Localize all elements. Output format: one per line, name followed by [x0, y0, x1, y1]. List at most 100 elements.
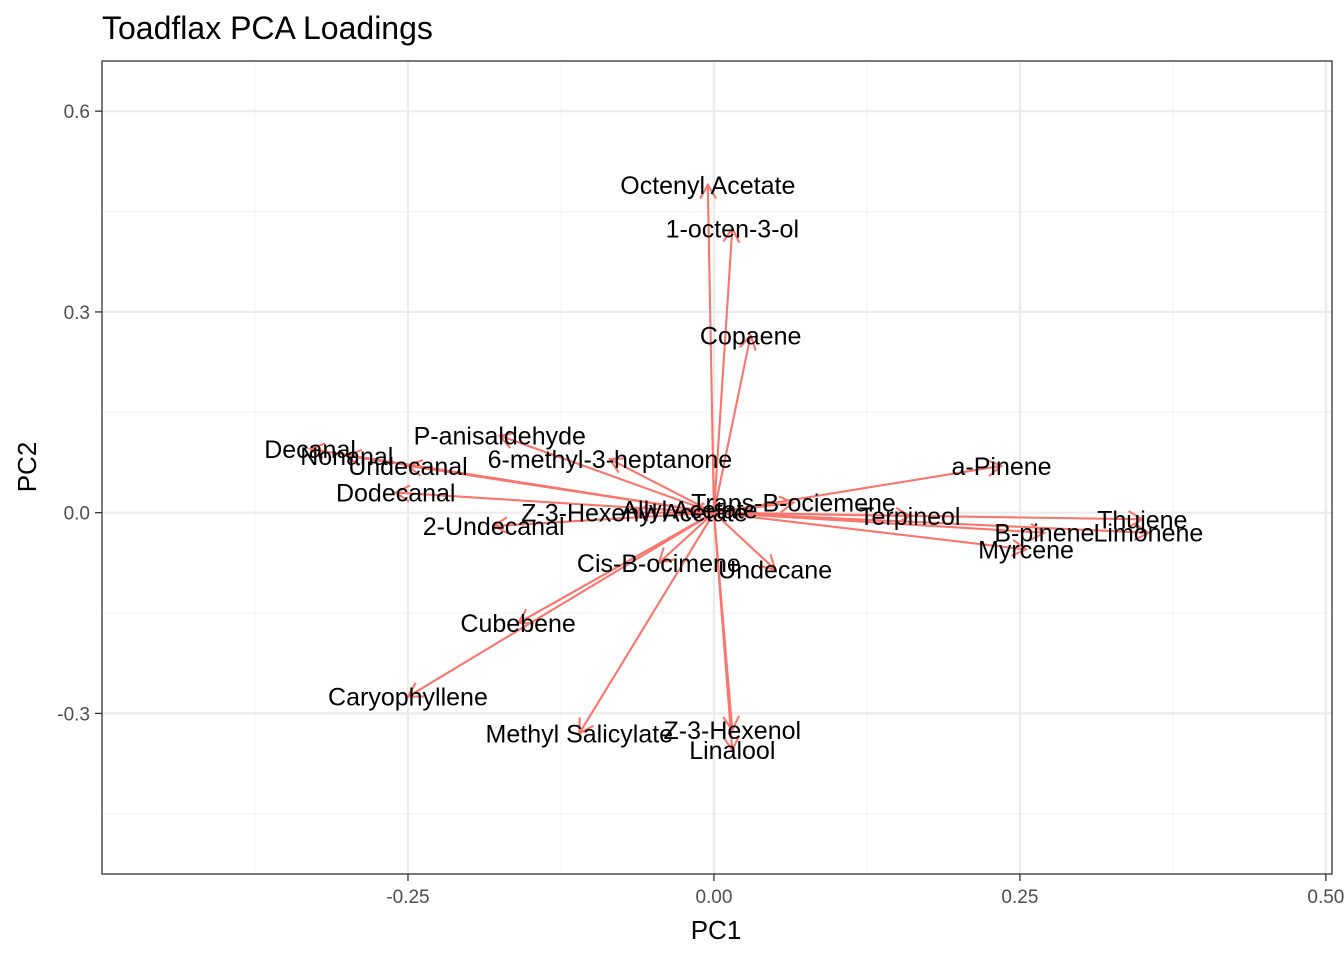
vector-label: Caryophyllene: [328, 684, 488, 712]
loading-vectors: [307, 182, 1151, 753]
vector-label: Linalool: [689, 737, 775, 765]
vector-label: Nonanal: [300, 443, 393, 471]
arrow-head: [1133, 523, 1151, 542]
arrow-shaft: [713, 511, 1027, 551]
y-tick-label: -0.3: [57, 704, 90, 725]
vector-label: Trans-B-ociemene: [691, 490, 896, 518]
loading-arrow: [393, 484, 715, 514]
arrow-shaft: [712, 335, 752, 513]
vector-label: Copaene: [700, 322, 801, 350]
vector-label: Myrcene: [978, 536, 1074, 564]
y-tick-label: 0.6: [64, 102, 90, 123]
arrow-head: [657, 547, 675, 565]
vector-label: Undecanal: [348, 453, 468, 481]
arrow-head: [778, 495, 796, 514]
loading-arrow: [406, 511, 715, 698]
loading-arrow: [712, 333, 757, 513]
x-tick-label: 0.25: [1001, 887, 1038, 908]
loading-arrow: [712, 226, 741, 513]
loading-arrow: [713, 510, 1145, 529]
y-axis-title: PC2: [12, 442, 42, 493]
vector-label: Methyl Salicylate: [486, 720, 674, 748]
arrow-head: [344, 449, 363, 467]
arrow-shaft: [578, 512, 715, 735]
loading-arrow: [713, 459, 1004, 514]
arrow-head: [722, 715, 741, 733]
x-tick-label: 0.50: [1307, 887, 1344, 908]
vector-labels: Octenyl Acetate 1-octen-3-ol Copaene P-anis…: [264, 172, 1203, 765]
arrow-head: [393, 484, 411, 503]
arrow-shaft: [713, 464, 1002, 514]
y-tick-label: 0.3: [64, 303, 90, 324]
arrow-head: [722, 735, 741, 753]
vector-label: Z-3-Hexenyl Acetate: [521, 500, 748, 528]
loading-arrow: [657, 511, 715, 565]
arrow-head: [986, 459, 1004, 477]
arrow-shaft: [713, 511, 1143, 521]
y-tick-label: 0.0: [64, 504, 90, 525]
arrow-head: [632, 503, 649, 522]
vector-label: Cis-B-ocimene: [577, 550, 741, 578]
arrow-head: [307, 442, 326, 460]
vector-label: Thujene: [1097, 506, 1187, 534]
arrow-head: [405, 459, 424, 477]
vector-label: Dodecanal: [336, 480, 456, 508]
loading-arrow: [699, 182, 717, 513]
loading-arrow: [713, 511, 1151, 542]
arrow-shaft: [609, 458, 715, 514]
vector-label: 6-methyl-3-heptanone: [488, 446, 733, 474]
x-axis-title: PC1: [691, 915, 742, 945]
arrow-shaft: [713, 511, 1149, 534]
arrow-shaft: [658, 511, 715, 564]
loading-arrow: [713, 511, 1029, 557]
arrow-shaft: [517, 511, 715, 624]
panel-border: [101, 60, 1333, 875]
arrow-shaft: [407, 511, 715, 698]
arrow-head: [699, 182, 717, 200]
arrow-shaft: [499, 434, 715, 514]
arrow-shaft: [712, 228, 734, 513]
loading-arrow: [713, 495, 796, 514]
arrow-shaft: [713, 511, 776, 571]
arrow-head: [578, 717, 594, 736]
loading-arrow: [491, 511, 715, 535]
loading-arrow: [405, 459, 715, 514]
vector-label: Undecane: [718, 557, 832, 585]
vector-label: P-anisaldehyde: [414, 423, 586, 451]
arrow-head: [687, 502, 705, 520]
arrow-head: [1029, 523, 1047, 541]
arrow-head: [1127, 510, 1145, 529]
arrow-head: [1010, 539, 1029, 557]
arrow-shaft: [713, 511, 1045, 534]
arrow-shaft: [712, 512, 734, 751]
vector-label: Decanal: [264, 436, 356, 464]
loading-arrow: [712, 512, 741, 733]
loading-arrow: [712, 512, 741, 753]
x-tick-label: -0.25: [386, 887, 429, 908]
vector-label: Cubebene: [460, 610, 575, 638]
axis-ticks: -0.25 0.00 0.25 0.50 -0.3 0.0 0.3 0.6: [57, 102, 1344, 908]
loading-arrow: [578, 512, 715, 736]
arrow-shaft: [706, 184, 715, 513]
arrow-shaft: [493, 511, 715, 528]
vector-label: 1-octen-3-ol: [666, 215, 799, 243]
loading-arrow: [713, 511, 777, 571]
vector-label: Allyl Acetate: [621, 496, 757, 524]
vector-label: 2-Undecanal: [423, 513, 565, 541]
x-tick-label: 0.00: [695, 887, 732, 908]
loading-arrow: [713, 511, 1047, 541]
loading-arrow: [497, 431, 715, 514]
arrow-shaft: [713, 501, 794, 514]
arrow-head: [759, 553, 777, 571]
arrow-shaft: [395, 491, 715, 514]
arrow-head: [722, 226, 741, 244]
chart-title: Toadflax PCA Loadings: [102, 10, 433, 46]
vector-label: Z-3-Hexenol: [664, 717, 802, 745]
arrow-head: [608, 457, 626, 474]
arrow-shaft: [407, 464, 715, 514]
vector-label: a-Pinene: [952, 453, 1052, 481]
arrow-head: [739, 333, 757, 351]
vector-label: Terpineol: [859, 503, 960, 531]
